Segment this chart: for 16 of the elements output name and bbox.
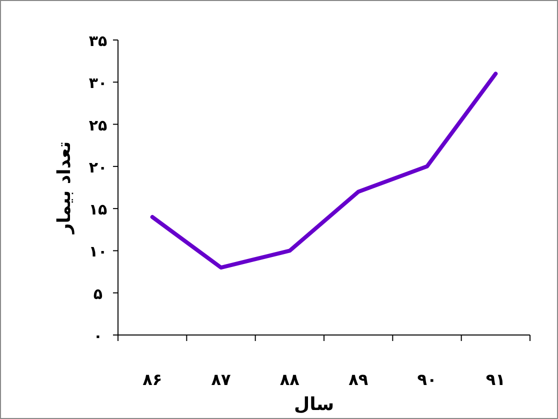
x-tick-label: ۹۰ bbox=[417, 370, 437, 389]
y-axis-title: تعداد بیمار bbox=[54, 141, 75, 235]
x-tick-label: ۸۷ bbox=[211, 370, 231, 389]
y-tick-label: ۱۵ bbox=[88, 200, 108, 219]
x-tick-label: ۸۶ bbox=[142, 370, 162, 389]
y-tick-label: ۳۰ bbox=[88, 74, 108, 92]
y-tick-label: ۲۰ bbox=[88, 158, 108, 176]
y-tick-label: ۰ bbox=[93, 327, 103, 345]
x-tick-label: ۹۱ bbox=[486, 370, 506, 389]
y-tick-label: ۵ bbox=[93, 284, 103, 303]
y-tick-label: ۲۵ bbox=[88, 116, 108, 134]
x-tick-label: ۸۸ bbox=[280, 370, 300, 389]
x-axis-title: سال bbox=[294, 394, 334, 415]
y-tick-label: ۳۵ bbox=[88, 32, 108, 50]
y-tick-label: ۱۰ bbox=[88, 242, 108, 261]
x-tick-label: ۸۹ bbox=[348, 370, 368, 389]
